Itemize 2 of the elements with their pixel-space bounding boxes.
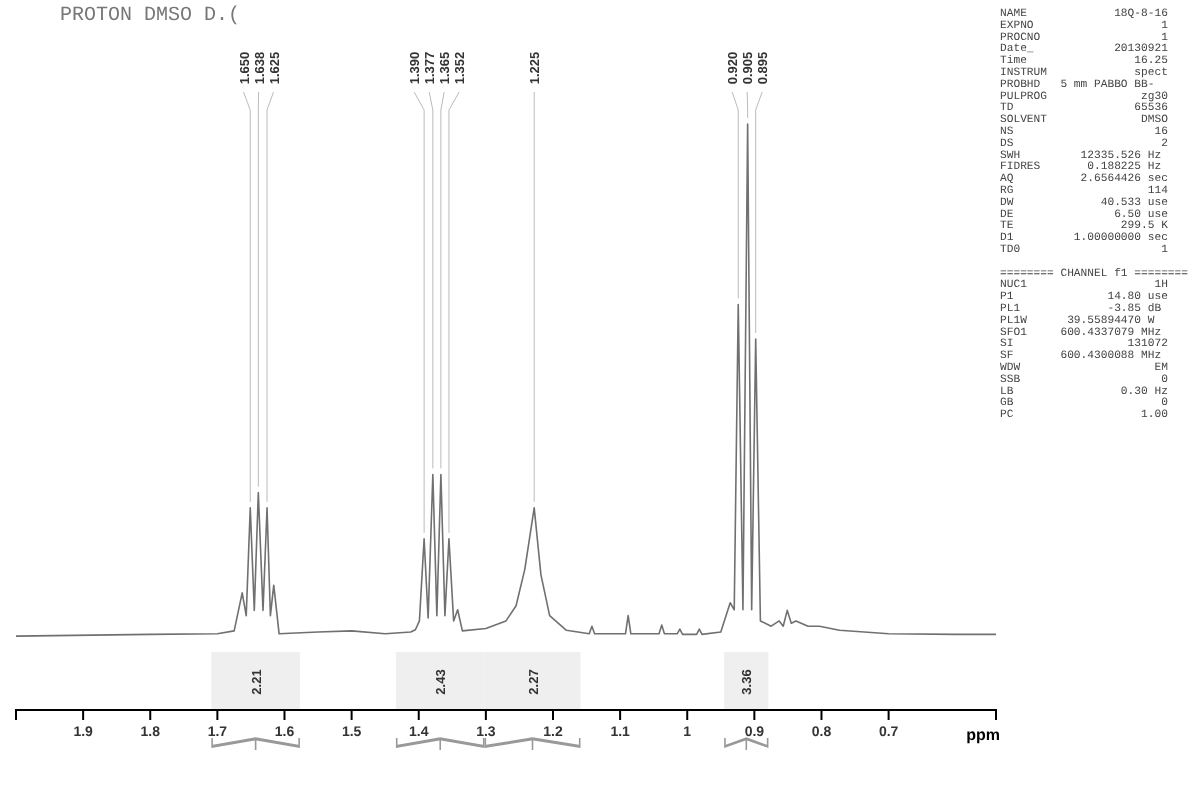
chart-title: PROTON DMSO D.( [60, 4, 241, 28]
x-axis-title: ppm [966, 726, 1000, 744]
